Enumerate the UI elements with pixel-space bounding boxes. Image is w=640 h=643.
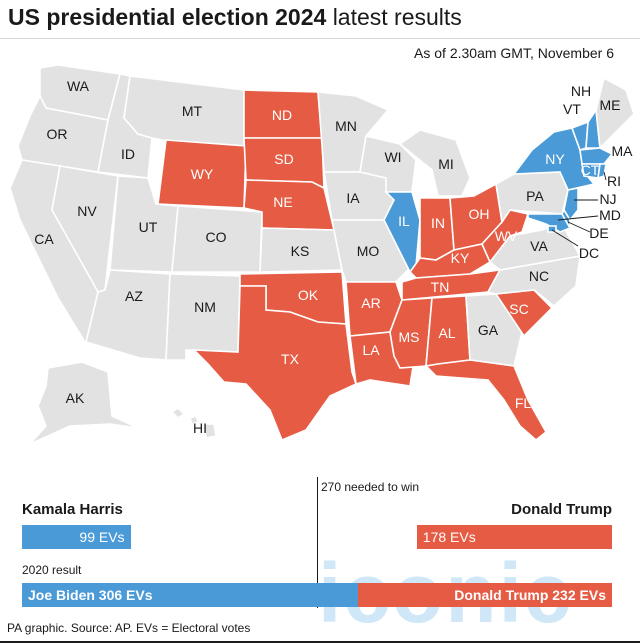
label-nc: NC [529,268,549,284]
title-light: latest results [332,4,462,30]
leader-dc [551,229,579,247]
label-de: DE [589,225,608,241]
harris-ev-bar: 99 EVs [22,525,131,549]
label-ga: GA [478,322,499,338]
state-me[interactable] [595,76,635,150]
state-ak[interactable] [29,361,139,445]
label-il: IL [398,213,410,229]
label-co: CO [206,229,227,245]
label-ny: NY [545,151,565,167]
label-nv: NV [77,203,97,219]
trump-2020-bar: Donald Trump 232 EVs [357,583,612,607]
state-mi[interactable] [398,129,471,197]
label-md: MD [599,207,621,223]
state-tx[interactable] [191,285,357,442]
us-map: WA OR CA ID NV MT WY UT CO AZ NM ND SD N… [9,64,635,445]
label-ma: MA [612,143,634,159]
label-me: ME [600,97,621,113]
label-fl: FL [515,395,532,411]
label-wi: WI [384,149,401,165]
label-wv: WV [495,228,518,244]
trump-2020-label: Donald Trump 232 EVs [454,587,606,603]
label-tn: TN [431,279,450,295]
threshold-label: 270 needed to win [321,480,420,494]
title-divider [0,38,640,39]
threshold-line [317,477,318,608]
state-dc[interactable] [547,225,557,233]
leader-md [557,215,599,221]
label-nj: NJ [599,191,616,207]
result-2020-heading: 2020 result [22,563,82,577]
harris-name: Kamala Harris [22,501,123,518]
label-ct: CT [581,162,600,178]
label-mi: MI [438,156,454,172]
label-ms: MS [399,329,420,345]
leader-de [567,221,591,233]
trump-ev-label: 178 EVs [422,529,476,545]
state-hi-island-2 [188,414,200,426]
page-title: US presidential election 2024 latest res… [8,4,462,31]
label-az: AZ [125,288,143,304]
label-ky: KY [451,250,470,266]
label-va: VA [530,238,548,254]
label-id: ID [121,146,135,162]
label-ia: IA [346,190,360,206]
label-mn: MN [335,118,357,134]
bottom-rule [0,641,640,643]
label-hi: HI [193,420,207,436]
label-sc: SC [509,301,528,317]
label-la: LA [362,342,380,358]
label-ne: NE [273,194,292,210]
label-mt: MT [182,103,203,119]
label-ak: AK [66,390,85,406]
label-pa: PA [526,188,544,204]
trump-ev-bar: 178 EVs [416,525,612,549]
label-or: OR [47,126,68,142]
label-wa: WA [67,78,90,94]
label-tx: TX [281,351,300,367]
label-al: AL [438,325,455,341]
state-nm[interactable] [165,273,241,361]
label-ut: UT [139,219,158,235]
label-ri: RI [607,173,621,189]
label-mo: MO [357,243,380,259]
leader-ri [603,171,607,181]
state-ri[interactable] [597,163,607,180]
label-ok: OK [298,287,319,303]
label-nm: NM [194,299,216,315]
state-nj[interactable] [563,187,579,222]
source-note: PA graphic. Source: AP. EVs = Electoral … [7,621,251,635]
label-ar: AR [361,295,380,311]
label-oh: OH [469,206,490,222]
state-ma[interactable] [579,147,614,165]
label-ks: KS [291,243,310,259]
biden-2020-label: Joe Biden 306 EVs [28,587,153,603]
trump-name: Donald Trump [511,501,612,518]
label-dc: DC [579,245,599,261]
harris-ev-label: 99 EVs [79,529,125,545]
label-ca: CA [34,231,54,247]
state-hi[interactable] [170,406,186,420]
label-sd: SD [274,151,293,167]
title-bold: US presidential election 2024 [8,4,327,30]
state-fl[interactable] [424,359,548,442]
state-hi-island-3 [203,423,217,439]
label-nh: NH [571,83,591,99]
label-wy: WY [191,166,214,182]
biden-2020-bar: Joe Biden 306 EVs [22,583,358,607]
label-nd: ND [272,107,292,123]
label-in: IN [431,215,445,231]
as-of-timestamp: As of 2.30am GMT, November 6 [414,45,614,61]
label-vt: VT [563,101,581,117]
